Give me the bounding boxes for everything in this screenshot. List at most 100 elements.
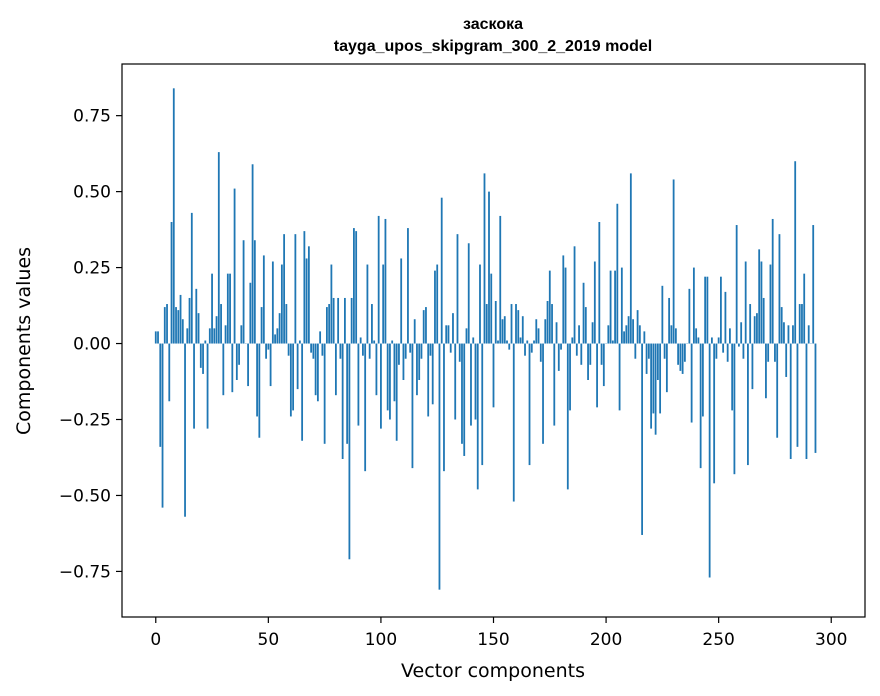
bar <box>193 343 195 429</box>
bar <box>789 343 792 459</box>
bar <box>346 343 349 444</box>
bar <box>695 328 698 344</box>
bar <box>776 343 779 438</box>
bar <box>537 328 540 344</box>
bar <box>542 343 544 444</box>
bar <box>539 343 542 362</box>
y-tick-label: 0.50 <box>73 183 111 203</box>
x-tick-label: 0 <box>150 630 161 650</box>
bar <box>801 304 803 344</box>
bar <box>195 288 198 344</box>
y-tick-label: −0.25 <box>59 411 111 431</box>
bar <box>274 334 276 344</box>
bar <box>256 343 258 417</box>
bar <box>607 325 610 344</box>
bar <box>337 297 340 344</box>
bar <box>557 343 560 371</box>
bar <box>742 343 745 359</box>
bar <box>774 343 776 362</box>
bar <box>204 340 207 344</box>
bar <box>722 343 725 353</box>
bar <box>778 234 781 344</box>
bar <box>220 304 222 344</box>
bar <box>321 343 324 356</box>
bar <box>310 343 313 353</box>
bar <box>463 343 466 456</box>
bar <box>323 343 326 444</box>
bar <box>233 188 236 344</box>
bar <box>656 343 659 380</box>
bar <box>490 273 493 344</box>
bar <box>713 343 716 484</box>
bar <box>260 307 263 344</box>
bar <box>307 246 310 344</box>
bar <box>798 304 801 344</box>
bar <box>807 325 810 344</box>
bar <box>688 288 691 344</box>
bar <box>623 331 625 344</box>
x-tick-label: 150 <box>477 630 509 650</box>
x-tick-label: 300 <box>815 630 847 650</box>
bar <box>357 343 360 426</box>
bar <box>416 343 418 396</box>
bar <box>217 152 220 344</box>
bar <box>206 343 209 429</box>
bar <box>166 304 168 344</box>
x-tick-label: 250 <box>702 630 734 650</box>
bar <box>503 316 506 344</box>
bar <box>280 264 283 344</box>
bar <box>535 319 538 344</box>
bar <box>294 234 297 344</box>
bar <box>683 343 686 362</box>
bar <box>409 343 412 353</box>
bar <box>600 343 603 365</box>
bar <box>706 276 709 344</box>
bar <box>584 307 587 344</box>
bar <box>276 328 279 344</box>
bar <box>544 319 547 344</box>
bar <box>332 297 335 344</box>
plot-frame <box>121 63 866 618</box>
bar <box>654 343 657 435</box>
bar <box>267 343 270 350</box>
bar <box>609 270 612 344</box>
bar <box>747 343 749 466</box>
bar <box>341 343 344 459</box>
y-tick-label: 0.00 <box>73 335 111 355</box>
bar <box>765 343 767 399</box>
bar <box>319 331 322 344</box>
bar <box>569 343 571 411</box>
bar <box>413 319 416 344</box>
bar <box>735 225 738 344</box>
bar <box>598 222 601 344</box>
bar <box>620 267 623 344</box>
bar <box>465 328 468 344</box>
y-tick-label: −0.75 <box>59 562 111 582</box>
bar <box>386 343 389 411</box>
bar <box>391 340 394 344</box>
bar <box>172 88 175 344</box>
bar <box>425 307 427 344</box>
bar <box>253 240 256 344</box>
bar <box>629 173 632 344</box>
bar <box>202 343 204 374</box>
bar <box>729 328 731 344</box>
bar <box>690 343 693 423</box>
bar <box>517 310 520 344</box>
bar <box>519 337 522 344</box>
bar <box>303 231 306 344</box>
bar <box>524 343 526 356</box>
bar <box>188 297 191 344</box>
y-axis-label: Components values <box>13 247 35 435</box>
bar <box>528 343 531 466</box>
bar <box>269 343 272 387</box>
bar <box>159 343 162 447</box>
bar <box>526 340 529 344</box>
bar <box>650 343 653 429</box>
bar <box>485 304 488 344</box>
bar <box>161 343 164 508</box>
bar <box>616 203 619 344</box>
bar <box>663 343 666 359</box>
bar <box>179 294 182 344</box>
bar <box>533 340 535 344</box>
